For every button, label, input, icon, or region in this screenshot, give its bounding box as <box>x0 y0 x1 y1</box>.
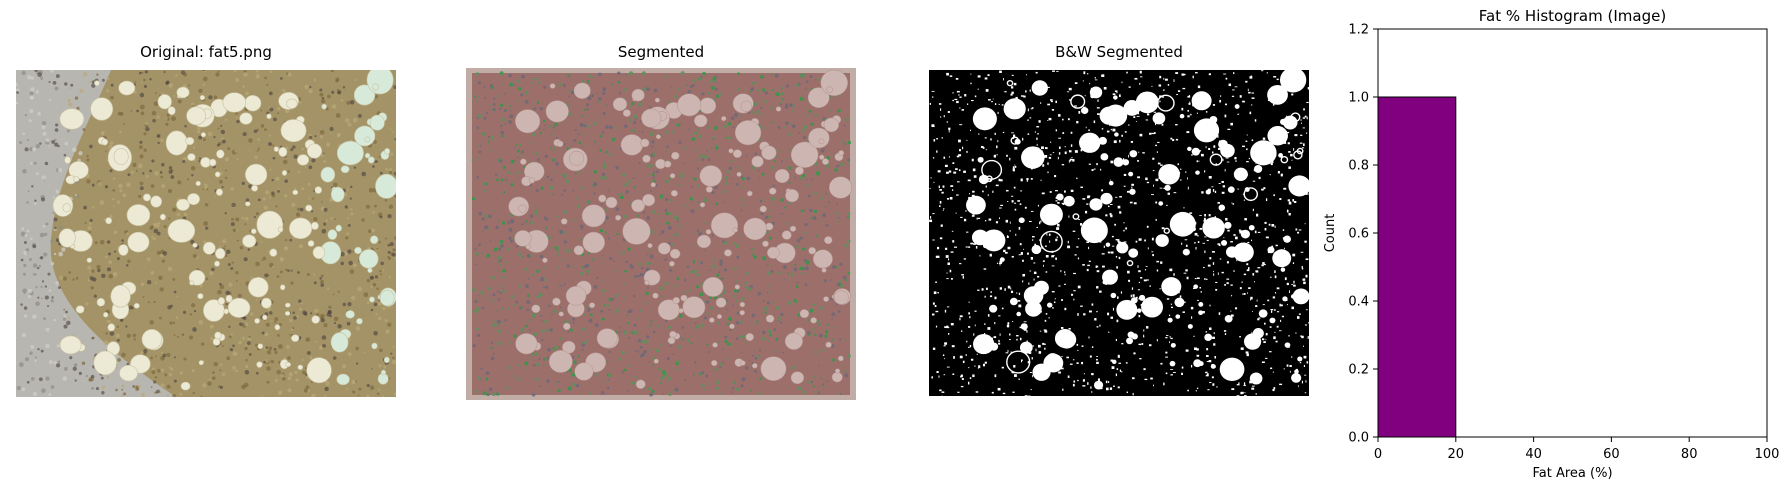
x-tick-label: 40 <box>1525 447 1542 462</box>
original-image <box>16 70 396 397</box>
x-tick-label: 20 <box>1448 447 1465 462</box>
segmented-image-title: Segmented <box>617 43 705 61</box>
bw-image <box>929 70 1309 396</box>
histogram-bars <box>1377 96 1457 438</box>
y-tick-label: 0.6 <box>1348 227 1369 242</box>
histogram-bar-0 <box>1377 96 1457 438</box>
y-tick-label: 1.2 <box>1348 23 1369 38</box>
x-axis-ticks: 0 20 40 60 80 100 <box>1374 437 1780 462</box>
x-tick-label: 100 <box>1755 447 1780 462</box>
y-tick-label: 0.4 <box>1348 295 1369 310</box>
y-tick-label: 0.2 <box>1348 363 1369 378</box>
y-tick-label: 1.0 <box>1348 91 1369 106</box>
original-image-canvas <box>16 70 396 397</box>
x-tick-label: 0 <box>1374 447 1382 462</box>
y-axis-label: Count <box>1323 214 1338 253</box>
original-image-title: Original: fat5.png <box>140 43 272 61</box>
segmented-image <box>466 68 856 400</box>
x-tick-label: 60 <box>1603 447 1620 462</box>
x-tick-label: 80 <box>1681 447 1698 462</box>
y-tick-label: 0.0 <box>1348 431 1369 446</box>
bw-image-canvas <box>929 70 1309 396</box>
y-tick-label: 0.8 <box>1348 159 1369 174</box>
chart-title: Fat % Histogram (Image) <box>1479 7 1666 25</box>
y-axis-ticks: 0.0 0.2 0.4 0.6 0.8 1.0 1.2 <box>1348 23 1378 446</box>
plot-frame <box>1377 28 1768 438</box>
segmented-image-canvas <box>466 68 856 400</box>
x-axis-label: Fat Area (%) <box>1532 466 1612 481</box>
bw-image-title: B&W Segmented <box>1055 43 1183 61</box>
